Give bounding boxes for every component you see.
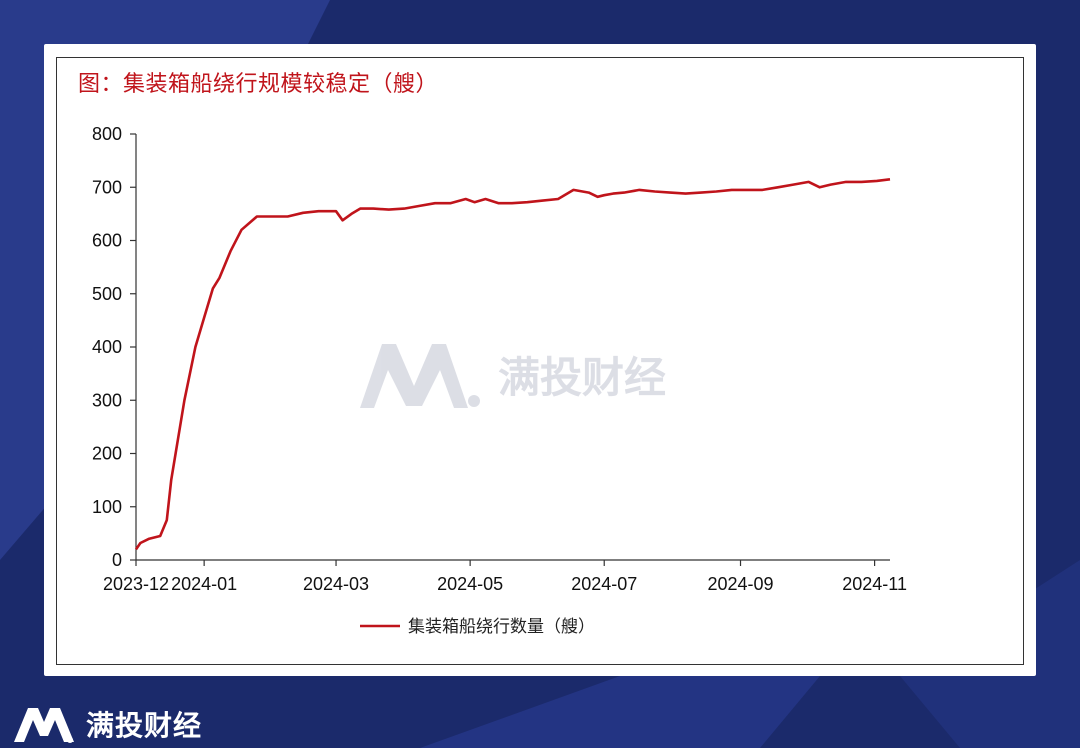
y-tick-label: 200 (92, 444, 122, 464)
watermark-dot (468, 395, 480, 407)
x-tick-label: 2024-05 (437, 574, 503, 594)
chart-title: 图：集装箱船绕行规模较稳定（艘） (78, 72, 439, 97)
x-tick-label: 2023-12 (103, 574, 169, 594)
chart-card: 图：集装箱船绕行规模较稳定（艘） 满投财经 0 100 200 300 400 500 600… (44, 44, 1036, 676)
y-tick-label: 600 (92, 231, 122, 251)
footer-brand: 满投财经 (12, 704, 202, 744)
watermark-text: 满投财经 (498, 353, 666, 402)
legend-label: 集装箱船绕行数量（艘） (408, 617, 595, 637)
y-tick-label: 100 (92, 497, 122, 517)
y-tick-label: 0 (112, 550, 122, 570)
y-tick-label: 500 (92, 284, 122, 304)
x-tick-label: 2024-11 (842, 574, 907, 594)
x-tick-label: 2024-01 (171, 574, 237, 594)
brand-logo-icon (14, 708, 74, 743)
chart-frame (56, 57, 1024, 665)
watermark-logo-icon (360, 344, 468, 408)
y-tick-label: 300 (92, 390, 122, 410)
y-tick-label: 400 (92, 337, 122, 357)
y-tick-label: 700 (92, 177, 122, 197)
x-tick-label: 2024-03 (303, 574, 369, 594)
y-tick-label: 800 (92, 124, 122, 144)
footer-brand-text: 满投财经 (86, 709, 203, 742)
watermark: 满投财经 (360, 344, 666, 408)
series-line (134, 178, 891, 551)
x-tick-label: 2024-09 (707, 574, 773, 594)
x-tick-label: 2024-07 (571, 574, 637, 594)
